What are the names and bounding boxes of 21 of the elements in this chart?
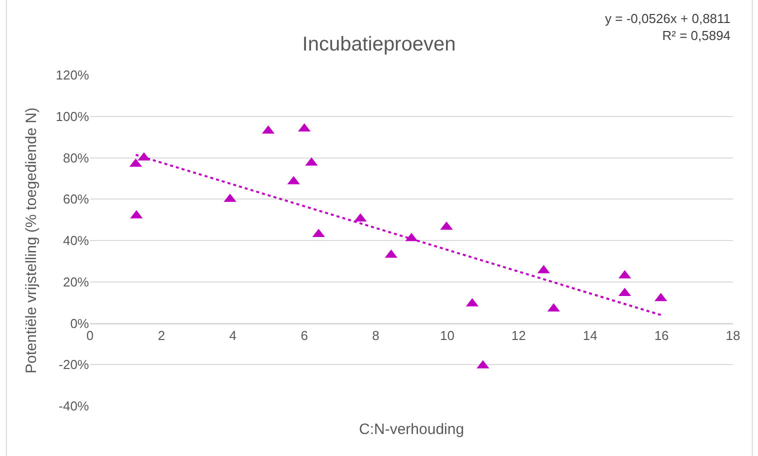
x-tick-label: 4 <box>229 328 237 343</box>
x-tick-label: 10 <box>440 328 454 343</box>
chart-title: Incubatieproeven <box>302 33 456 56</box>
x-tick-label: 8 <box>372 328 380 343</box>
y-tick-label: 40% <box>62 233 90 248</box>
x-tick-label: 14 <box>582 328 598 343</box>
y-axis-title: Potentiële vrijstelling (% toegediende N) <box>23 108 40 374</box>
text: y = -0,0526x + 0,8811 R² = 0,5894 <box>605 11 731 43</box>
y-tick-label: 60% <box>62 192 90 207</box>
y-tick-label: 20% <box>62 274 90 290</box>
y-tick-label: -40% <box>58 398 90 414</box>
x-axis-title: C:N-verhouding <box>359 421 464 438</box>
y-tick-label: 80% <box>62 150 90 166</box>
y-tick-label: 120% <box>56 68 90 83</box>
x-tick-label: 2 <box>158 328 166 343</box>
y-tick-label: 100% <box>56 108 90 124</box>
y-tick-label: -20% <box>58 357 90 372</box>
x-tick-label: 18 <box>726 328 740 343</box>
x-tick-label: 6 <box>300 328 308 343</box>
x-tick-label: 16 <box>654 328 669 343</box>
x-tick-label: 12 <box>511 328 526 343</box>
